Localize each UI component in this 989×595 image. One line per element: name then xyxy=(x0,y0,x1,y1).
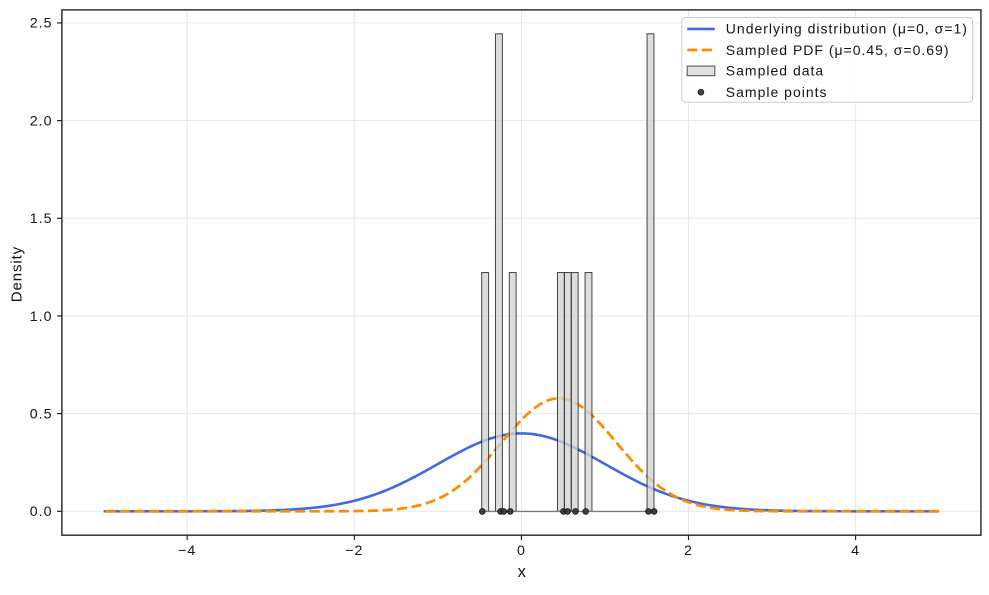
svg-text:4: 4 xyxy=(851,543,860,559)
svg-text:Sampled data: Sampled data xyxy=(726,63,824,79)
svg-text:−2: −2 xyxy=(345,543,363,559)
svg-text:2.0: 2.0 xyxy=(30,113,53,129)
svg-text:0.0: 0.0 xyxy=(30,504,53,520)
svg-text:0.5: 0.5 xyxy=(30,406,53,422)
svg-text:1.0: 1.0 xyxy=(30,309,53,325)
svg-text:2.5: 2.5 xyxy=(30,16,53,32)
svg-text:Underlying distribution (μ=0,: Underlying distribution (μ=0, σ=1) xyxy=(726,21,968,37)
svg-text:1.5: 1.5 xyxy=(30,211,53,227)
svg-text:Sample points: Sample points xyxy=(726,84,828,100)
svg-text:Density: Density xyxy=(9,246,26,302)
svg-text:Sampled PDF (μ=0.45, σ=0.69): Sampled PDF (μ=0.45, σ=0.69) xyxy=(726,42,950,58)
svg-text:x: x xyxy=(518,563,527,581)
svg-text:2: 2 xyxy=(684,543,693,559)
svg-text:0: 0 xyxy=(517,543,526,559)
svg-text:−4: −4 xyxy=(178,543,196,559)
